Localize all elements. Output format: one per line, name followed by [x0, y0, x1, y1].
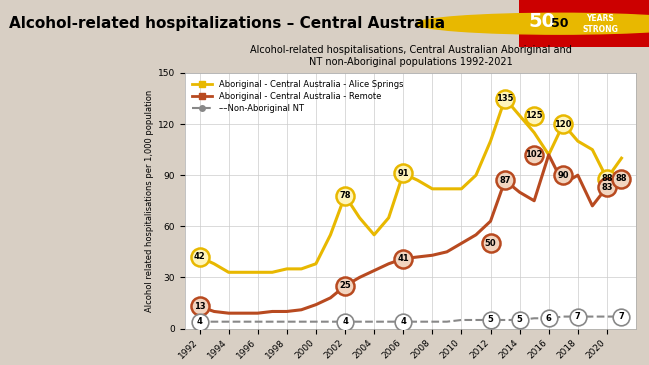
- Text: 50: 50: [485, 239, 496, 248]
- Text: 50: 50: [551, 17, 568, 30]
- Legend: Aboriginal - Central Australia - Alice Springs, Aboriginal - Central Australia -: Aboriginal - Central Australia - Alice S…: [189, 77, 406, 116]
- Text: 25: 25: [339, 281, 351, 291]
- Text: 83: 83: [601, 182, 613, 192]
- Text: 102: 102: [526, 150, 543, 159]
- Text: 13: 13: [193, 302, 205, 311]
- Text: Alcohol-related hospitalizations – Central Australia: Alcohol-related hospitalizations – Centr…: [9, 16, 445, 31]
- Text: 6: 6: [546, 314, 552, 323]
- Text: 135: 135: [496, 94, 514, 103]
- Circle shape: [417, 13, 649, 34]
- Text: YEARS: YEARS: [587, 14, 614, 23]
- Text: 5: 5: [487, 315, 493, 324]
- Y-axis label: Alcohol related hospitalisations per 1,000 population: Alcohol related hospitalisations per 1,0…: [145, 90, 154, 312]
- Text: 42: 42: [193, 253, 205, 261]
- Text: 50: 50: [528, 12, 556, 31]
- Text: 88: 88: [601, 174, 613, 183]
- Text: 125: 125: [525, 111, 543, 120]
- Text: 7: 7: [575, 312, 581, 321]
- Text: 5: 5: [517, 315, 522, 324]
- Text: STRONG: STRONG: [582, 25, 618, 34]
- Text: 90: 90: [557, 171, 569, 180]
- FancyBboxPatch shape: [519, 0, 649, 47]
- Text: 87: 87: [499, 176, 511, 185]
- Text: 88: 88: [616, 174, 627, 183]
- Text: 78: 78: [339, 191, 350, 200]
- Text: 41: 41: [397, 254, 409, 263]
- Text: 91: 91: [397, 169, 409, 178]
- Text: 7: 7: [618, 312, 624, 321]
- Text: 4: 4: [342, 317, 348, 326]
- Title: Alcohol-related hospitalisations, Central Australian Aboriginal and
NT non-Abori: Alcohol-related hospitalisations, Centra…: [250, 45, 571, 67]
- Text: 120: 120: [554, 120, 572, 128]
- Text: 4: 4: [400, 317, 406, 326]
- Text: 4: 4: [197, 317, 202, 326]
